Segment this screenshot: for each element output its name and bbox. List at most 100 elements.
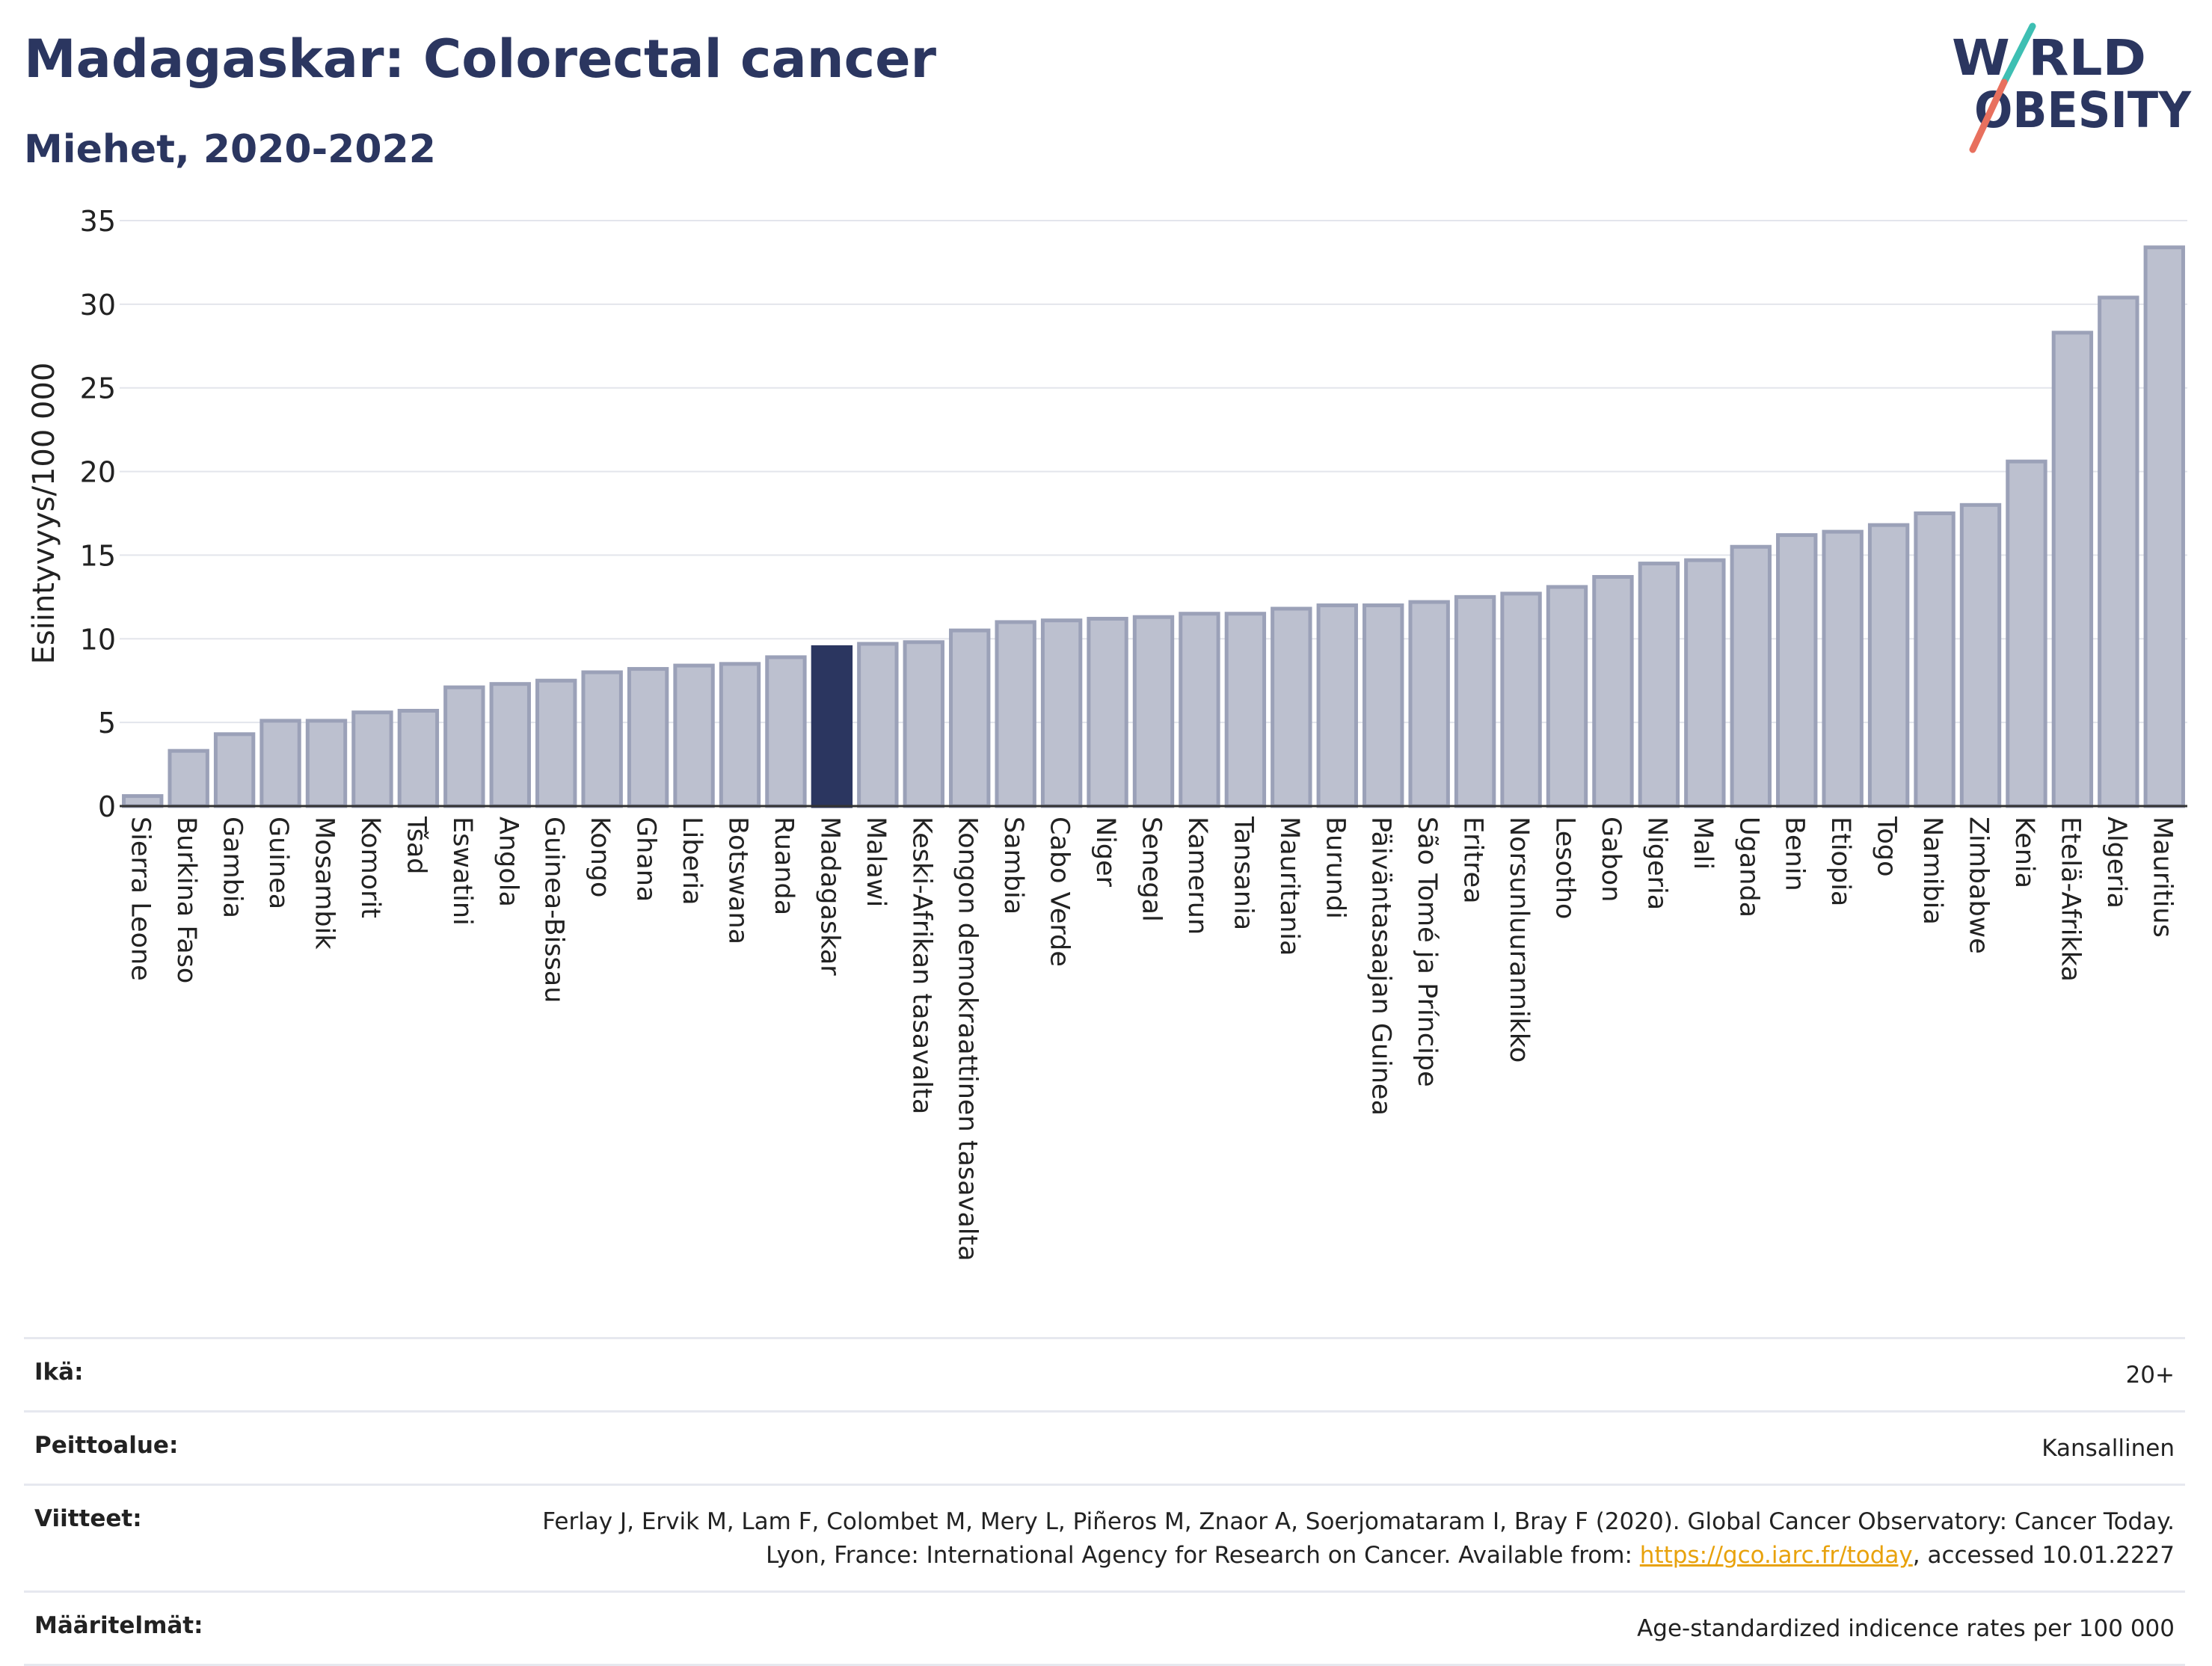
meta-value-definitions: Age-standardized indicence rates per 100…: [1637, 1614, 2175, 1642]
metadata-table: Ikä: 20+ Peittoalue: Kansallinen Viittee…: [24, 1337, 2185, 1666]
x-tick-label: Togo: [1872, 816, 1902, 876]
bar-34[interactable]: [1684, 558, 1726, 808]
meta-value-references: Ferlay J, Ervik M, Lam F, Colombet M, Me…: [529, 1505, 2175, 1573]
meta-row-age: Ikä: 20+: [24, 1337, 2185, 1410]
bar-31[interactable]: [1546, 585, 1588, 808]
bar-26[interactable]: [1316, 603, 1358, 808]
x-tick-label: Etiopia: [1825, 817, 1855, 906]
bar-10[interactable]: [581, 670, 623, 808]
bar-27[interactable]: [1362, 603, 1404, 808]
y-tick-label: 5: [98, 707, 116, 740]
x-tick-label: Ruanda: [769, 817, 799, 915]
x-tick-label: Sierra Leone: [126, 817, 156, 981]
bar-4[interactable]: [305, 719, 348, 808]
bar-30[interactable]: [1500, 591, 1542, 808]
x-tick-label: Namibia: [1917, 817, 1947, 925]
bar-33[interactable]: [1638, 562, 1680, 808]
x-tick-label: Etelä-Afrikka: [2055, 817, 2085, 982]
x-tick-label: Eswatini: [447, 817, 477, 926]
x-tick-label: Mauritania: [1274, 817, 1304, 956]
bar-20[interactable]: [1040, 618, 1083, 808]
x-tick-label: São Tomé ja Príncipe: [1412, 817, 1442, 1087]
x-tick-label: Mali: [1688, 817, 1718, 870]
bar-29[interactable]: [1454, 594, 1496, 808]
bar-14[interactable]: [765, 655, 807, 808]
meta-value-age: 20+: [2125, 1362, 2175, 1389]
x-tick-label: Keski-Afrikan tasavalta: [906, 817, 936, 1114]
x-tick-label: Algeria: [2101, 817, 2131, 909]
world-obesity-logo: W RLD OBESITY: [1952, 22, 2192, 153]
bar-19[interactable]: [995, 620, 1036, 808]
bar-28[interactable]: [1408, 600, 1450, 808]
bar-15[interactable]: [811, 645, 853, 808]
bar-11[interactable]: [627, 667, 669, 808]
y-tick-label: 35: [80, 205, 116, 238]
x-tick-label: Nigeria: [1641, 817, 1671, 910]
chart-subtitle: Miehet, 2020-2022: [24, 127, 436, 172]
bar-1[interactable]: [168, 749, 209, 808]
bar-2[interactable]: [213, 732, 256, 808]
bar-6[interactable]: [397, 708, 440, 808]
x-tick-label: Guinea: [263, 817, 293, 909]
bar-35[interactable]: [1730, 544, 1772, 808]
y-axis-label: Esiintyvyys/100 000: [27, 363, 61, 665]
bar-9[interactable]: [535, 678, 577, 808]
meta-key-coverage: Peittoalue:: [34, 1431, 179, 1459]
x-tick-label: Norsunluurannikko: [1504, 817, 1534, 1063]
chart-title: Madagaskar: Colorectal cancer: [24, 28, 937, 90]
x-tick-label: Botswana: [723, 817, 753, 944]
reference-link[interactable]: https://gco.iarc.fr/today: [1639, 1541, 1913, 1569]
x-tick-label: Zimbabwe: [1964, 817, 1994, 954]
bar-21[interactable]: [1087, 616, 1128, 808]
x-tick-label: Gambia: [218, 817, 248, 918]
logo-slash-red: [1969, 79, 2008, 153]
logo-slash-teal: [2000, 22, 2036, 86]
x-tick-label: Liberia: [677, 817, 707, 906]
bar-38[interactable]: [1867, 523, 1910, 808]
x-tick-label: Mosambik: [310, 817, 340, 950]
bar-16[interactable]: [857, 642, 899, 808]
y-tick-label: 15: [80, 539, 116, 572]
meta-key-definitions: Määritelmät:: [34, 1611, 203, 1639]
x-tick-label: Ghana: [631, 817, 661, 902]
bar-13[interactable]: [719, 662, 761, 808]
x-tick-label: Angola: [493, 817, 523, 907]
bar-18[interactable]: [949, 628, 991, 808]
meta-key-references: Viitteet:: [34, 1504, 142, 1532]
bar-43[interactable]: [2098, 295, 2139, 808]
bar-3[interactable]: [259, 719, 301, 808]
bar-41[interactable]: [2006, 459, 2047, 808]
bar-37[interactable]: [1822, 529, 1864, 808]
bar-25[interactable]: [1271, 606, 1312, 808]
x-tick-label: Tšad: [401, 816, 431, 875]
bar-36[interactable]: [1776, 533, 1818, 808]
bar-42[interactable]: [2051, 331, 2094, 808]
x-tick-label: Guinea-Bissau: [539, 817, 569, 1003]
x-tick-label: Lesotho: [1550, 817, 1580, 919]
x-tick-label: Burkina Faso: [171, 817, 201, 983]
meta-value-coverage: Kansallinen: [2042, 1434, 2175, 1462]
logo-word-world: W RLD: [1952, 29, 2146, 87]
x-tick-label: Kenia: [2009, 817, 2039, 888]
bar-17[interactable]: [903, 640, 944, 808]
bar-5[interactable]: [351, 710, 393, 808]
bar-22[interactable]: [1132, 615, 1175, 808]
y-tick-label: 20: [80, 456, 116, 489]
x-tick-label: Niger: [1090, 817, 1120, 888]
x-tick-label: Benin: [1780, 817, 1810, 891]
x-tick-label: Eritrea: [1458, 817, 1488, 904]
bar-8[interactable]: [489, 682, 531, 808]
bar-24[interactable]: [1224, 612, 1267, 808]
x-tick-label: Burundi: [1320, 817, 1350, 919]
bar-44[interactable]: [2143, 245, 2185, 808]
bar-32[interactable]: [1592, 575, 1634, 808]
bar-12[interactable]: [673, 663, 715, 808]
bar-39[interactable]: [1914, 511, 1956, 808]
bar-23[interactable]: [1179, 612, 1220, 808]
reference-accessed: , accessed 10.01.2227: [1912, 1541, 2175, 1569]
bar-0[interactable]: [122, 794, 164, 808]
bar-40[interactable]: [1959, 502, 2002, 808]
x-tick-label: Päiväntasaajan Guinea: [1366, 817, 1396, 1116]
meta-key-age: Ikä:: [34, 1359, 84, 1386]
bar-7[interactable]: [443, 685, 485, 808]
